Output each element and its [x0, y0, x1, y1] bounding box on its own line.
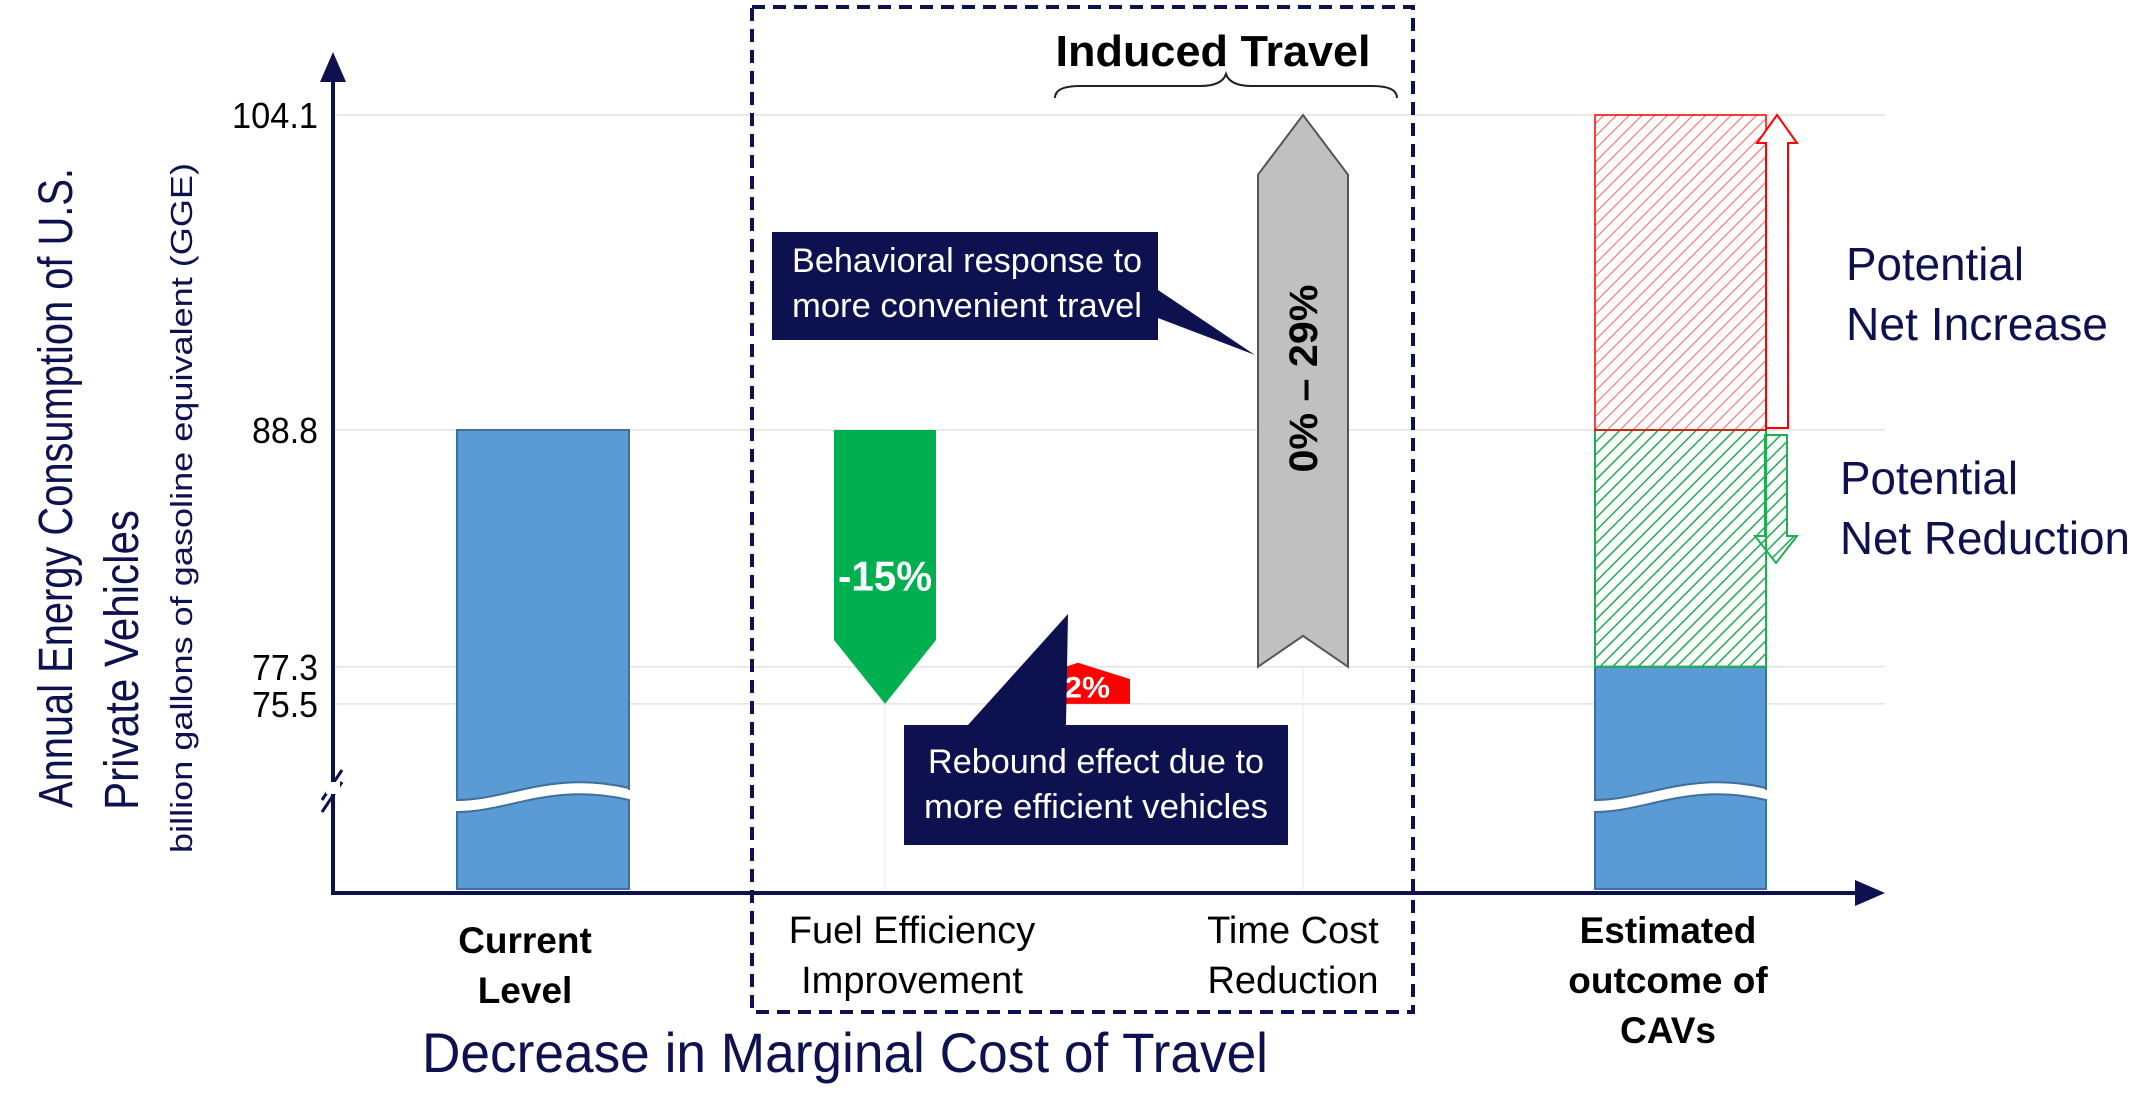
y-axis-title-line2: Private Vehicles: [96, 510, 149, 810]
rebound-callout: Rebound effect due to more efficient veh…: [904, 614, 1288, 845]
net-increase-label-line1: Potential: [1846, 238, 2024, 290]
fuel-efficiency-arrow: [834, 430, 936, 704]
y-axis-subtitle: billion gallons of gasoline equivalent (…: [164, 163, 199, 853]
category-label: Time Cost: [1207, 910, 1379, 952]
induced-travel-group-box: [750, 5, 1415, 1014]
net-reduction-indicator: Potential Net Reduction: [1752, 434, 2130, 565]
category-label: Current: [458, 920, 592, 961]
estimated-net-reduction-segment: [1594, 429, 1767, 668]
estimated-base-bar-lower: [1594, 793, 1767, 890]
current-level-bar-lower: [456, 793, 630, 890]
behavioral-callout: Behavioral response to more convenient t…: [772, 232, 1255, 355]
net-reduction-arrow-icon: [1752, 434, 1800, 565]
category-label: Level: [478, 970, 573, 1011]
net-increase-arrow-icon: [1755, 113, 1799, 429]
category-label: Estimated: [1580, 910, 1757, 951]
y-tick-label: 88.8: [252, 410, 318, 451]
fuel-efficiency-label: -15%: [838, 553, 932, 600]
net-increase-indicator: Potential Net Increase: [1755, 113, 2108, 429]
category-label: Fuel Efficiency: [789, 910, 1035, 952]
x-category-labels: Current Level Fuel Efficiency Improvement Ti…: [458, 910, 1768, 1051]
axis-break-gap: [326, 782, 340, 794]
estimated-base-bar-upper: [1594, 665, 1767, 802]
y-axis-arrowhead: [320, 52, 346, 82]
rebound-callout-line1: Rebound effect due to: [928, 743, 1264, 781]
category-label: outcome of: [1568, 960, 1768, 1001]
x-axis-arrowhead: [1855, 880, 1885, 906]
estimated-base-bar: [1594, 665, 1767, 890]
y-tick-labels: 104.1 88.8 77.375.5: [232, 95, 318, 725]
category-label: CAVs: [1620, 1010, 1716, 1051]
chart-marks: -15%+2%0% – 29%: [456, 113, 1767, 890]
y-axis-title: Annual Energy Consumption of U.S. Privat…: [30, 163, 199, 853]
behavioral-callout-line1: Behavioral response to: [792, 242, 1142, 280]
y-axis-title-line1: Annual Energy Consumption of U.S.: [30, 168, 83, 808]
induced-travel-label: Induced Travel: [1056, 27, 1371, 76]
category-label: Improvement: [801, 960, 1023, 1002]
time-cost-label: 0% – 29%: [1282, 285, 1326, 473]
axes: [320, 52, 1885, 906]
net-reduction-label-line2: Net Reduction: [1840, 512, 2130, 564]
net-increase-label-line2: Net Increase: [1846, 298, 2108, 350]
y-tick-label: 75.5: [252, 684, 318, 725]
category-label: Reduction: [1207, 960, 1378, 1002]
estimated-net-increase-segment: [1594, 114, 1767, 431]
y-tick-label: 104.1: [232, 95, 318, 136]
behavioral-callout-box: [772, 232, 1255, 355]
x-axis-title: Decrease in Marginal Cost of Travel: [422, 1021, 1268, 1084]
net-reduction-label-line1: Potential: [1840, 452, 2018, 504]
rebound-callout-line2: more efficient vehicles: [924, 788, 1268, 826]
behavioral-callout-line2: more convenient travel: [792, 287, 1142, 325]
current-level-bar-upper: [456, 429, 630, 802]
current-level-bar: [456, 429, 630, 890]
rebound-callout-box: [904, 614, 1288, 845]
induced-travel-brace: [1054, 70, 1398, 99]
y-tick-label: 77.3: [252, 647, 318, 688]
time-cost-arrow: [1257, 113, 1349, 669]
